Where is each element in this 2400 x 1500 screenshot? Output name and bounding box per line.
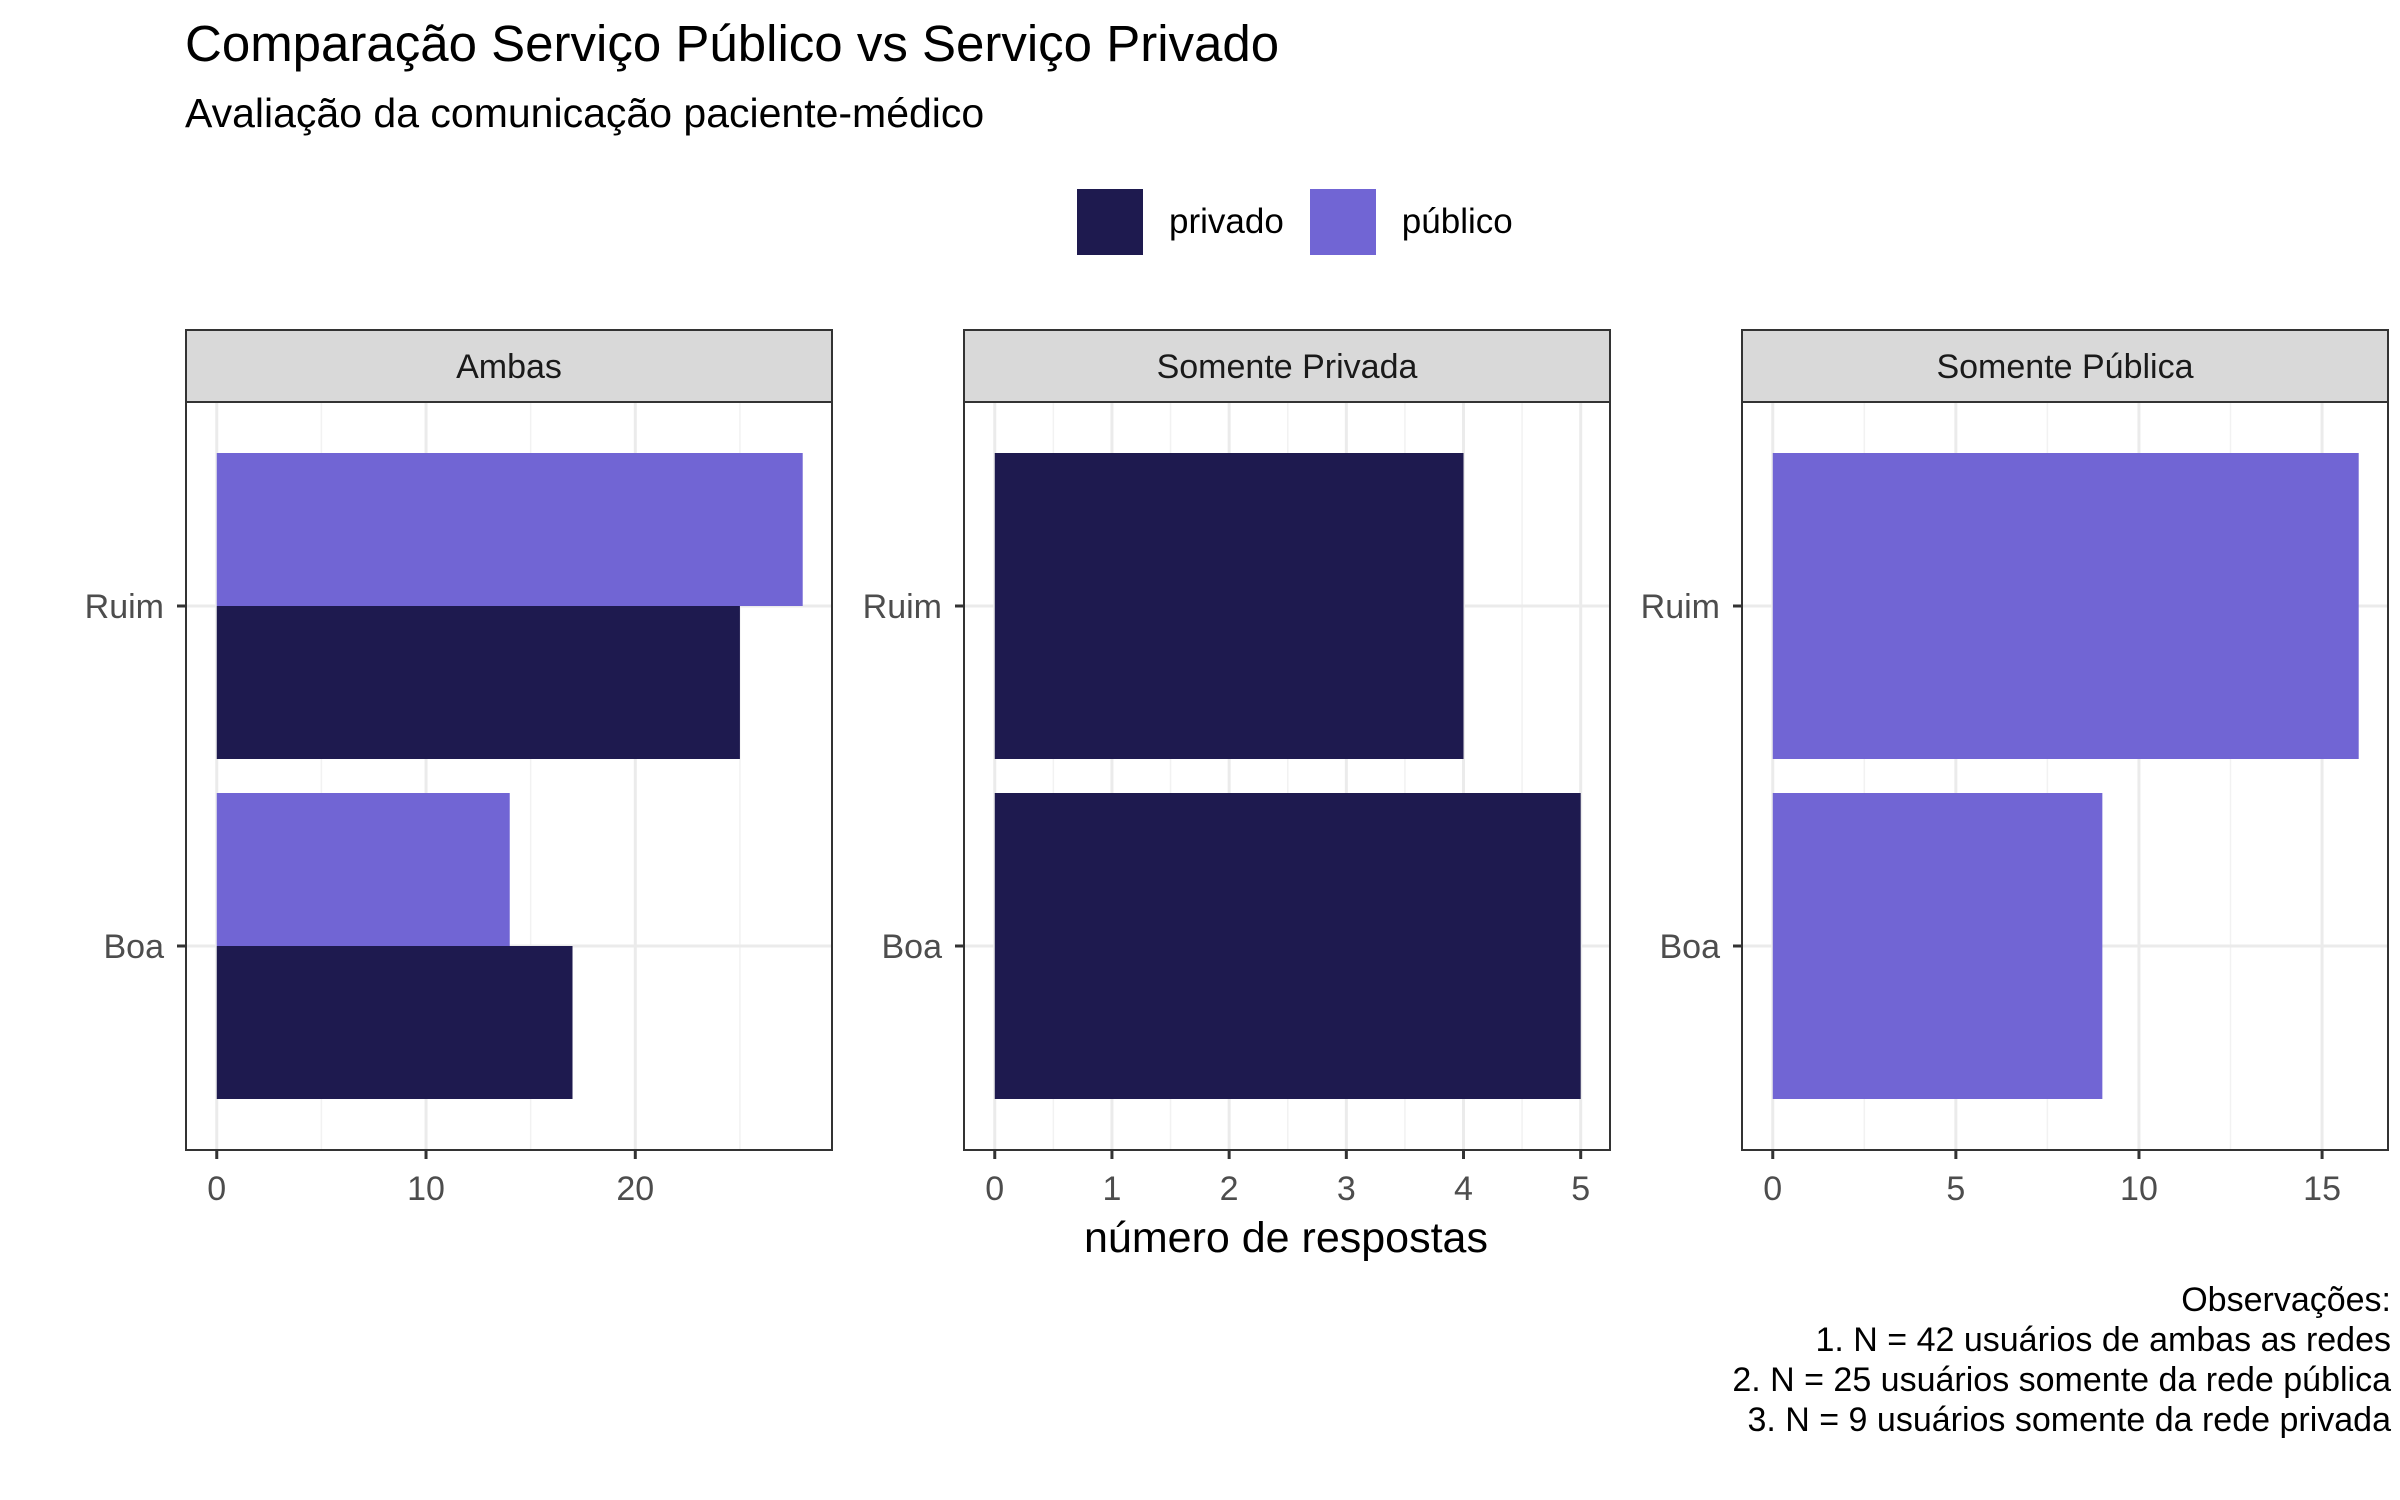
legend-swatch-privado (1077, 189, 1143, 255)
chart-title: Comparação Serviço Público vs Serviço Pr… (185, 15, 1280, 72)
facet-strip-label-2: Somente Pública (1936, 348, 2193, 386)
bar-público-ruim (1772, 453, 2359, 759)
x-tick-label: 15 (2303, 1170, 2341, 1208)
x-tick-label: 1 (1102, 1170, 1121, 1208)
y-tick-label: Boa (104, 928, 165, 966)
x-tick-label: 3 (1337, 1170, 1356, 1208)
facet-strip-1 (963, 329, 1611, 403)
bar-privado-ruim (994, 453, 1464, 759)
bar-privado-boa (216, 946, 573, 1099)
bar-privado-ruim (216, 606, 740, 759)
x-tick-label: 5 (1946, 1170, 1965, 1208)
legend-item-privado: privado (1077, 189, 1284, 255)
bar-público-boa (1772, 793, 2103, 1099)
caption-line-3: 2. N = 25 usuários somente da rede públi… (1732, 1361, 2391, 1399)
x-tick-label: 10 (2120, 1170, 2158, 1208)
x-tick-label: 0 (985, 1170, 1004, 1208)
legend: privado público (1077, 189, 1539, 255)
y-tick-label: Ruim (1641, 588, 1720, 626)
bar-privado-boa (994, 793, 1581, 1099)
caption-line-4: 3. N = 9 usuários somente da rede privad… (1747, 1401, 2391, 1439)
panel-border-0 (185, 401, 833, 1151)
facet-strip-label-0: Ambas (456, 348, 562, 386)
caption-line-1: Observações: (2181, 1281, 2391, 1319)
x-tick-label: 0 (1763, 1170, 1782, 1208)
x-tick-label: 2 (1220, 1170, 1239, 1208)
facet-strip-0 (185, 329, 833, 403)
y-tick-label: Ruim (85, 588, 164, 626)
y-tick-label: Boa (882, 928, 943, 966)
bar-público-boa (216, 793, 510, 946)
x-tick-label: 10 (407, 1170, 445, 1208)
x-tick-label: 4 (1454, 1170, 1473, 1208)
facet-panel-0: Ambas Ruim Boa 0 10 20 (85, 329, 833, 1208)
bar-público-ruim (216, 453, 803, 606)
y-tick-label: Ruim (863, 588, 942, 626)
panel-border-2 (1741, 401, 2389, 1151)
caption-line-2: 1. N = 42 usuários de ambas as redes (1815, 1321, 2392, 1359)
facet-strip-label-1: Somente Privada (1157, 348, 1418, 386)
x-tick-label: 5 (1571, 1170, 1590, 1208)
caption: Observações: 1. N = 42 usuários de ambas… (1732, 1280, 2391, 1440)
panel-border-1 (963, 401, 1611, 1151)
chart-subtitle: Avaliação da comunicação paciente-médico (185, 90, 985, 136)
legend-label-privado: privado (1169, 202, 1284, 241)
y-tick-label: Boa (1660, 928, 1721, 966)
facet-strip-2 (1741, 329, 2389, 403)
facet-panel-2: Somente Pública Ruim Boa 0 5 10 15 (1641, 329, 2389, 1208)
facet-panel-1: Somente Privada Ruim Boa 0 1 2 3 4 5 (863, 329, 1611, 1208)
legend-item-publico: público (1309, 189, 1513, 255)
legend-label-publico: público (1401, 202, 1513, 241)
legend-swatch-publico (1309, 189, 1376, 255)
x-tick-label: 20 (616, 1170, 654, 1208)
x-axis-label: número de respostas (1084, 1214, 1488, 1262)
x-tick-label: 0 (207, 1170, 226, 1208)
